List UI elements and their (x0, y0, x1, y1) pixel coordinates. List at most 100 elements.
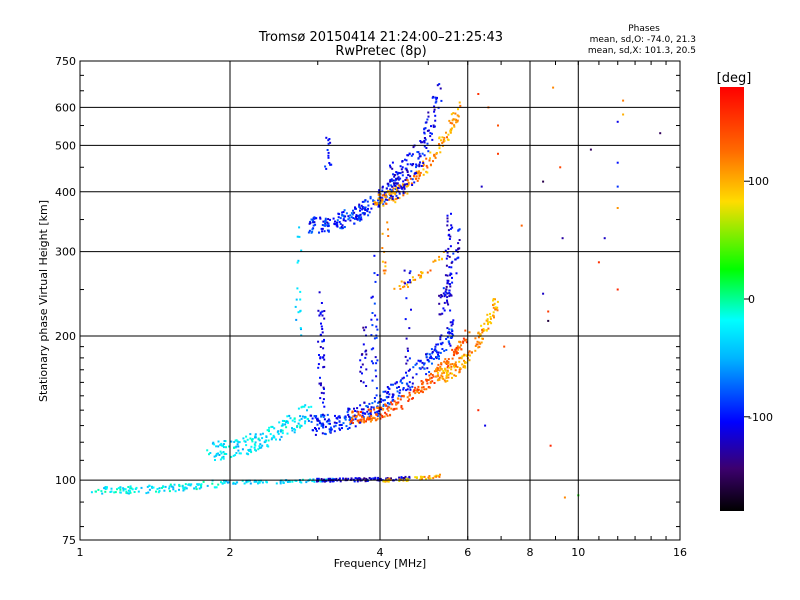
data-point (357, 419, 360, 422)
data-point (417, 389, 420, 392)
data-point (254, 434, 257, 437)
data-point (414, 363, 417, 366)
data-point (406, 183, 409, 186)
data-point (367, 408, 370, 411)
data-point (345, 425, 348, 428)
y-tick-label: 100 (55, 474, 76, 487)
data-point (415, 163, 418, 166)
data-point (443, 367, 446, 370)
data-point (310, 405, 313, 408)
data-point (455, 249, 458, 252)
data-point (348, 216, 351, 219)
data-point (333, 430, 336, 433)
data-point (448, 255, 451, 258)
data-point (439, 351, 442, 354)
data-point (589, 148, 592, 151)
data-point (431, 374, 434, 376)
data-point (408, 279, 411, 282)
data-point (482, 337, 484, 340)
data-point (400, 405, 403, 407)
data-point (407, 181, 410, 184)
data-point (352, 209, 354, 212)
data-point (409, 388, 412, 391)
data-point (280, 435, 283, 438)
data-point (386, 407, 389, 410)
data-point (463, 359, 465, 362)
data-point (396, 390, 399, 393)
data-point (446, 360, 449, 363)
data-point (416, 390, 419, 393)
data-point (438, 376, 441, 379)
data-point (427, 379, 430, 381)
data-point (394, 184, 397, 187)
data-point (492, 298, 495, 300)
data-point (411, 153, 414, 156)
data-point (364, 208, 367, 211)
data-point (333, 425, 336, 428)
data-point (400, 406, 403, 409)
data-point (446, 296, 449, 299)
data-point (371, 295, 374, 298)
data-point (434, 119, 437, 122)
data-point (377, 476, 380, 479)
data-point (401, 174, 404, 177)
data-point (350, 422, 353, 424)
data-point (353, 407, 355, 410)
data-point (228, 481, 231, 484)
data-point (431, 362, 433, 365)
data-point (148, 484, 151, 487)
data-point (346, 411, 349, 414)
data-point (245, 435, 248, 438)
data-point (448, 266, 451, 269)
data-point (217, 483, 220, 486)
data-point (446, 336, 449, 339)
data-point (382, 269, 385, 272)
data-point (273, 435, 275, 438)
data-point (395, 194, 398, 197)
data-point (377, 401, 380, 404)
data-point (489, 321, 492, 323)
data-point (348, 407, 350, 410)
data-point (441, 142, 444, 144)
data-point (451, 376, 453, 379)
data-point (378, 189, 381, 192)
data-point (158, 490, 161, 492)
data-point (407, 369, 410, 372)
data-point (486, 320, 489, 323)
data-point (401, 377, 404, 380)
data-point (367, 418, 370, 421)
data-point (443, 379, 446, 382)
data-point (426, 171, 429, 174)
data-point (322, 398, 325, 401)
data-point (426, 379, 429, 381)
data-point (445, 291, 448, 294)
data-point (306, 417, 309, 420)
data-point (434, 96, 437, 99)
data-point (178, 488, 180, 491)
data-point (408, 272, 411, 275)
data-point (329, 429, 332, 432)
data-point (247, 453, 250, 456)
data-point (317, 419, 320, 422)
data-point (463, 353, 466, 356)
data-point (391, 396, 394, 399)
data-point (403, 269, 406, 272)
data-point (435, 100, 438, 103)
data-point (187, 483, 190, 486)
data-point (435, 368, 437, 371)
data-point (384, 265, 387, 268)
data-point (406, 347, 409, 350)
data-point (184, 483, 187, 486)
data-point (458, 346, 461, 349)
data-point (382, 390, 385, 393)
data-point (483, 322, 486, 325)
data-point (425, 157, 428, 160)
data-point (447, 303, 450, 306)
data-point (316, 477, 319, 480)
data-point (366, 405, 369, 408)
data-point (426, 271, 429, 274)
data-point (206, 449, 209, 452)
data-point (411, 385, 414, 388)
data-point (235, 445, 238, 448)
